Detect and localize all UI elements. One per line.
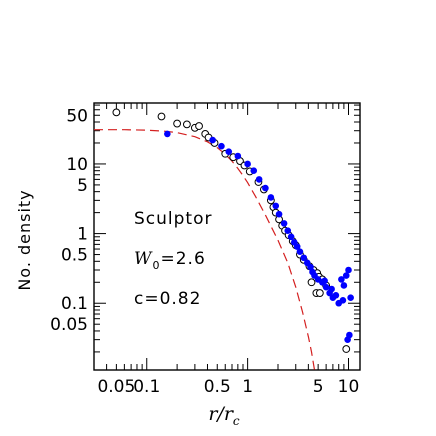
y-tick-label: 0.1 (61, 294, 88, 314)
filled-circle-point (218, 142, 225, 150)
filled-circle-point (321, 277, 328, 285)
w-value: =2.6 (160, 249, 205, 269)
king-model-curve (94, 129, 316, 371)
x-tick-labels: 0.050.1 0.5 1 5 10 (97, 377, 359, 397)
data-points-layer (112, 108, 354, 353)
open-circle-point (157, 112, 166, 121)
annotation-c: c=0.82 (134, 289, 201, 309)
x-tick-label: 10 (338, 377, 360, 397)
y-tick-label: 1 (77, 225, 88, 245)
filled-circle-point (262, 184, 269, 192)
filled-circle-point (267, 194, 275, 201)
x-axis-label-r: r (208, 403, 219, 425)
y-axis-label: No. density (15, 189, 34, 290)
filled-circle-point (209, 136, 216, 144)
filled-circle-point (280, 220, 288, 227)
x-tick-label: 0.1 (133, 377, 160, 397)
x-tick-label: 1 (242, 377, 253, 397)
filled-circle-point (255, 176, 263, 183)
filled-circle-point (287, 233, 295, 241)
filled-circle-point (300, 254, 308, 262)
filled-circle-point (347, 294, 354, 302)
y-tick-label: 0.5 (61, 246, 88, 266)
x-axis-label: r/rc (208, 403, 240, 428)
w-symbol: W (134, 249, 153, 269)
open-circle-point (173, 119, 182, 128)
x-axis-label-sub: c (233, 414, 240, 428)
annotation-name: Sculptor (134, 209, 212, 229)
y-tick-label: 10 (66, 155, 88, 175)
filled-circle-point (284, 227, 292, 235)
plot-frame (93, 102, 361, 371)
filled-circle-point (328, 285, 335, 293)
y-tick-label: 0.05 (50, 315, 88, 335)
filled-circle-point (272, 202, 280, 210)
filled-circle-point (244, 160, 251, 168)
y-tick-labels: 50 105 10.5 0.10.05 (50, 106, 88, 335)
filled-circle-point (340, 282, 348, 289)
filled-circle-point (164, 130, 171, 138)
filled-circle-point (307, 263, 314, 271)
fit-curve-layer (94, 129, 316, 371)
filled-circle-point (225, 148, 233, 155)
x-tick-label: 0.5 (204, 377, 231, 397)
open-circle-point (195, 122, 203, 130)
filled-circle-point (339, 297, 347, 304)
open-circle-point (307, 278, 316, 287)
filled-circle-point (234, 152, 242, 160)
x-tick-label: 5 (313, 377, 324, 397)
annotation-w0: W0=2.6 (134, 249, 206, 272)
filled-circle-point (296, 248, 304, 255)
open-circle-point (315, 289, 324, 297)
open-circle-point (342, 345, 351, 353)
open-circle-point (182, 120, 191, 129)
filled-circle-point (332, 292, 340, 299)
x-tick-label: 0.05 (97, 377, 135, 397)
filled-circle-point (293, 243, 301, 250)
filled-circle-point (275, 210, 283, 218)
filled-circle-point (338, 276, 345, 283)
x-axis-label-rc: r (224, 403, 235, 425)
open-circle-point (112, 108, 121, 117)
filled-circle-point (345, 266, 352, 274)
w-subscript: 0 (152, 259, 160, 272)
y-tick-label: 50 (66, 106, 88, 126)
filled-circle-point (322, 283, 330, 291)
x-axis-label-sep: / (215, 403, 225, 425)
y-tick-label: 5 (77, 176, 88, 196)
filled-circle-point (346, 331, 353, 339)
filled-circle-point (342, 272, 350, 279)
axis-ticks (93, 103, 360, 370)
filled-circle-point (250, 167, 258, 174)
